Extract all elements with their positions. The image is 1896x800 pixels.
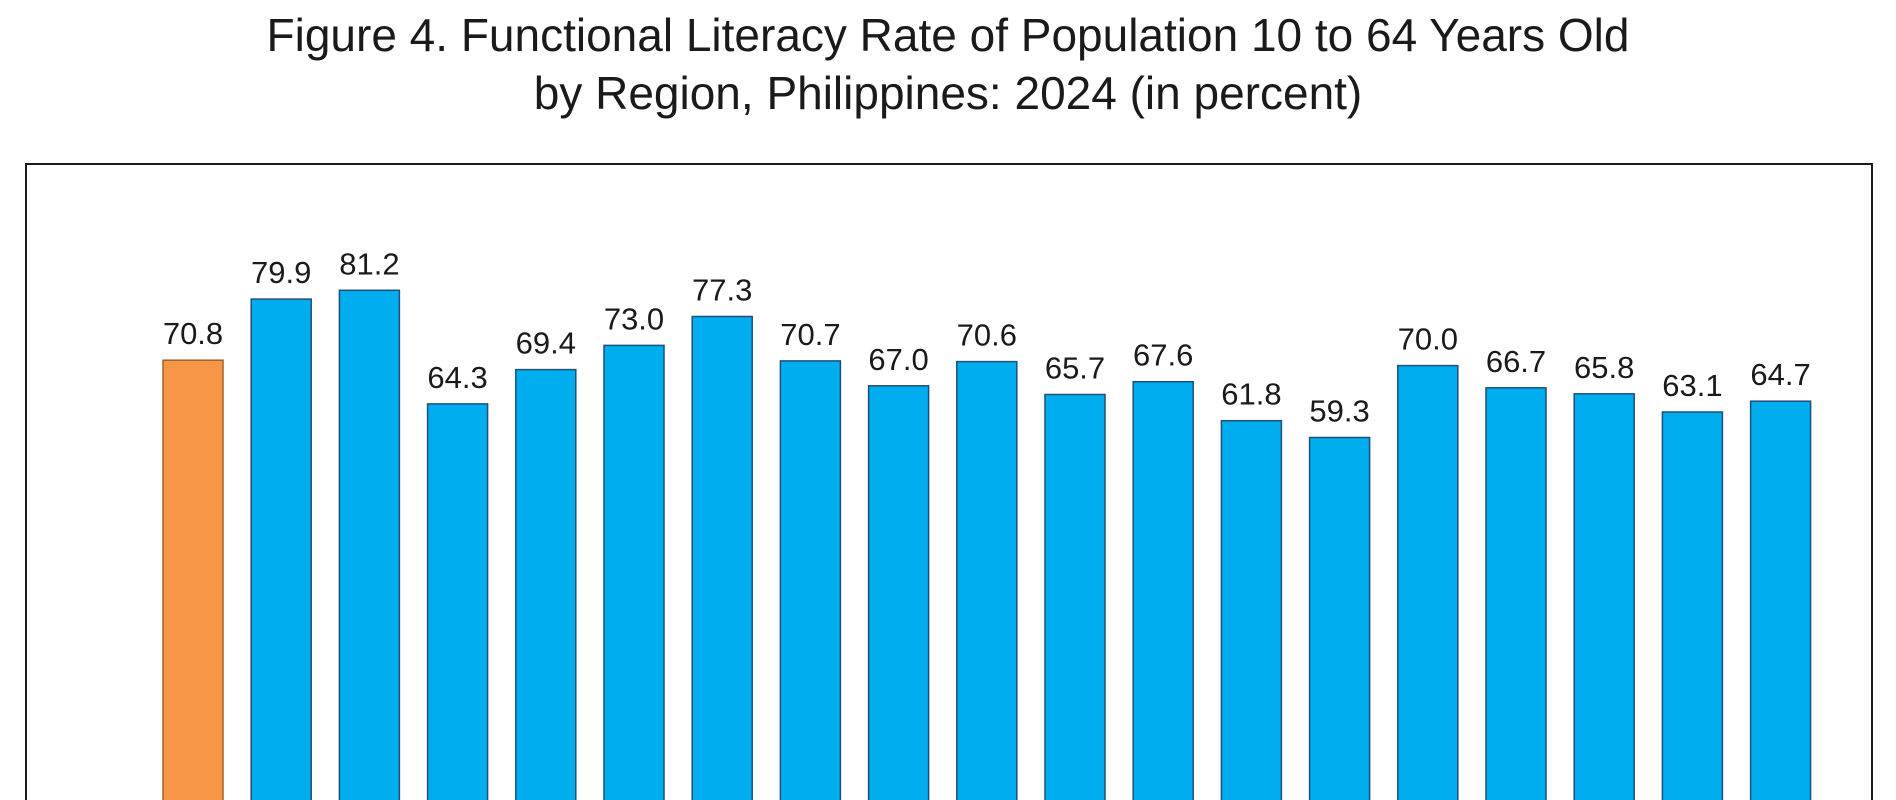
bar-3 bbox=[338, 289, 401, 800]
bar-1 bbox=[162, 359, 224, 800]
bar-8 bbox=[779, 360, 842, 800]
bar-19 bbox=[1749, 400, 1812, 800]
bar-value-label-11: 65.7 bbox=[1045, 351, 1105, 386]
bar-13 bbox=[1220, 419, 1283, 800]
bar-value-label-14: 59.3 bbox=[1309, 394, 1369, 429]
bar-value-label-2: 79.9 bbox=[251, 255, 311, 290]
bar-value-label-12: 67.6 bbox=[1133, 338, 1193, 373]
bar-4 bbox=[426, 403, 489, 800]
bar-value-label-17: 65.8 bbox=[1574, 350, 1634, 385]
bar-value-label-9: 67.0 bbox=[868, 342, 928, 377]
bar-18 bbox=[1661, 411, 1724, 800]
bar-value-label-5: 69.4 bbox=[516, 326, 576, 361]
bar-value-label-18: 63.1 bbox=[1662, 368, 1722, 403]
bar-value-label-8: 70.7 bbox=[780, 317, 840, 352]
bar-value-label-13: 61.8 bbox=[1221, 377, 1281, 412]
bar-value-label-19: 64.7 bbox=[1750, 357, 1810, 392]
bar-value-label-10: 70.6 bbox=[957, 318, 1017, 353]
bar-value-label-3: 81.2 bbox=[339, 246, 399, 281]
bar-5 bbox=[515, 368, 577, 800]
bar-value-label-4: 64.3 bbox=[427, 360, 487, 395]
bar-value-label-6: 73.0 bbox=[604, 301, 664, 336]
bar-17 bbox=[1573, 393, 1635, 800]
bar-12 bbox=[1132, 380, 1194, 800]
bar-value-label-1: 70.8 bbox=[163, 316, 223, 351]
bar-2 bbox=[250, 298, 312, 800]
chart-subtitle: by Region, Philippines: 2024 (in percent… bbox=[533, 67, 1363, 119]
bar-9 bbox=[867, 385, 930, 800]
bar-15 bbox=[1397, 364, 1459, 800]
bar-value-label-16: 66.7 bbox=[1486, 344, 1546, 379]
bar-16 bbox=[1485, 387, 1547, 800]
bar-14 bbox=[1308, 436, 1371, 800]
bar-7 bbox=[691, 315, 753, 800]
bar-11 bbox=[1044, 393, 1106, 800]
bar-value-label-15: 70.0 bbox=[1398, 322, 1458, 357]
plot-area-frame bbox=[25, 163, 1873, 800]
bar-10 bbox=[956, 360, 1018, 800]
chart-title: Figure 4. Functional Literacy Rate of Po… bbox=[266, 9, 1630, 61]
bar-value-label-7: 77.3 bbox=[692, 273, 752, 308]
bar-6 bbox=[603, 344, 665, 800]
